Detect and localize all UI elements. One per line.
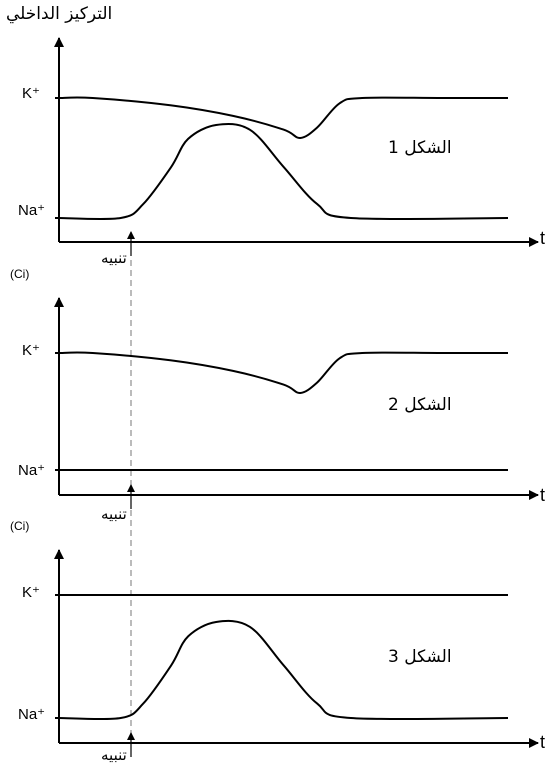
- y-axis-title: التركيز الداخلي: [6, 4, 113, 24]
- stimulus-label-3: تنبيه: [101, 746, 127, 764]
- k-curve-2: [58, 351, 508, 394]
- x-axis-label-1: t: [540, 228, 546, 248]
- stimulus-label-1: تنبيه: [101, 249, 127, 267]
- x-axis-label-3: t: [540, 732, 546, 752]
- k-label-3: K⁺: [22, 584, 40, 601]
- x-axis-label-2: t: [540, 485, 546, 505]
- ci-label-3: (Ci): [10, 519, 30, 533]
- na-label-3: Na⁺: [18, 706, 46, 723]
- ci-label-2: (Ci): [10, 267, 30, 281]
- na-label-1: Na⁺: [18, 202, 46, 219]
- k-label-2: K⁺: [22, 342, 40, 359]
- stimulus-label-2: تنبيه: [101, 505, 127, 523]
- k-curve-1: [58, 96, 508, 139]
- k-label-1: K⁺: [22, 85, 40, 102]
- panel-3-title: الشكل 3: [388, 647, 452, 667]
- na-curve-1: [58, 122, 509, 221]
- panel-2-title: الشكل 2: [388, 395, 452, 415]
- panel-1-title: الشكل 1: [388, 138, 452, 158]
- na-label-2: Na⁺: [18, 462, 46, 479]
- na-curve-3: [58, 619, 509, 721]
